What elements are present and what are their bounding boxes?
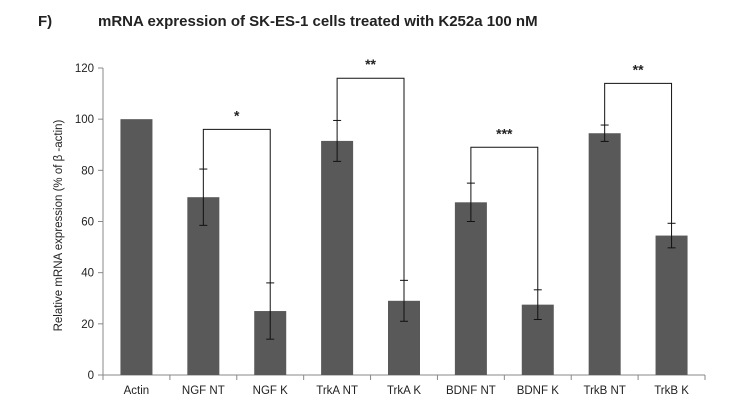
y-tick-label: 100 bbox=[75, 114, 94, 126]
y-tick-label: 80 bbox=[81, 165, 94, 177]
x-tick-label: NGF K bbox=[253, 385, 288, 397]
significance-bracket bbox=[336, 77, 405, 281]
y-tick-label: 120 bbox=[75, 63, 94, 75]
significance-label: * bbox=[234, 107, 240, 123]
y-tick-label: 0 bbox=[88, 370, 94, 382]
significance-bracket bbox=[202, 128, 271, 283]
y-axis-label: Relative mRNA expression (% of β -actin) bbox=[53, 119, 65, 331]
x-tick-label: Actin bbox=[124, 385, 150, 397]
bar bbox=[321, 140, 354, 375]
y-tick-label: 20 bbox=[81, 319, 94, 331]
significance-bracket bbox=[470, 146, 539, 290]
x-tick-label: TrkB K bbox=[654, 385, 689, 397]
bar bbox=[187, 197, 220, 375]
significance-label: ** bbox=[633, 61, 644, 77]
y-tick-label: 40 bbox=[81, 268, 94, 280]
chart-title: mRNA expression of SK-ES-1 cells treated… bbox=[98, 13, 538, 30]
x-tick-label: TrkA K bbox=[387, 385, 421, 397]
bar bbox=[120, 119, 153, 376]
bar bbox=[655, 235, 688, 375]
significance-label: *** bbox=[496, 125, 513, 141]
x-tick-label: BDNF NT bbox=[446, 385, 496, 397]
y-tick-label: 60 bbox=[81, 217, 94, 229]
x-tick-label: TrkA NT bbox=[316, 385, 358, 397]
significance-label: ** bbox=[365, 56, 376, 72]
bar bbox=[454, 202, 487, 375]
plot-area: 0 20 40 60 80 100 120 Actin NGF NT NGF K TrkA NT Tr… bbox=[75, 56, 706, 397]
significance-bracket bbox=[604, 82, 673, 224]
chart-panel-label: F) bbox=[38, 13, 52, 30]
x-tick-label: NGF NT bbox=[182, 385, 225, 397]
x-tick-label: TrkB NT bbox=[583, 385, 625, 397]
bar bbox=[588, 133, 621, 375]
x-tick-label: BDNF K bbox=[517, 385, 560, 397]
